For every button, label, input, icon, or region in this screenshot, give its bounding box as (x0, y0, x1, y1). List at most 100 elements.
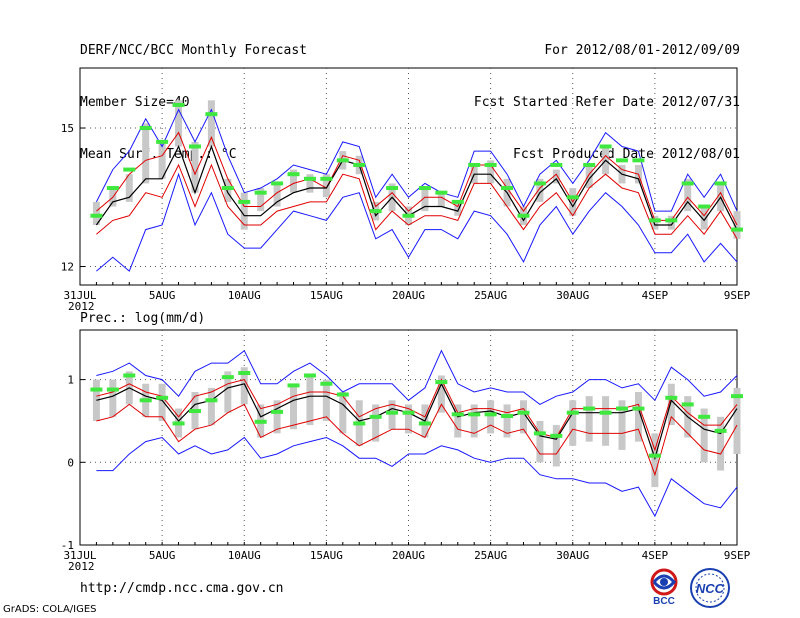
observed-marker (566, 410, 579, 415)
spread-box (585, 164, 593, 189)
spread-box (92, 201, 100, 225)
spread-box (158, 141, 166, 179)
spread-box (125, 174, 133, 202)
spread-box (470, 404, 478, 438)
observed-marker (681, 402, 694, 407)
spread-box (290, 169, 298, 193)
observed-marker (106, 387, 119, 392)
observed-marker (648, 453, 661, 458)
spread-box (388, 400, 396, 430)
observed-marker (599, 410, 612, 415)
footer-url[interactable]: http://cmdp.ncc.cma.gov.cn (80, 581, 284, 596)
observed-marker (418, 186, 431, 191)
observed-marker (451, 412, 464, 417)
observed-marker (139, 126, 152, 131)
header-variable: Mean Surf. Temp.: °C (80, 147, 237, 162)
x-tick-label: 10AUG (228, 549, 261, 562)
observed-marker (271, 181, 284, 186)
observed-marker (254, 419, 267, 424)
x-tick-label: 4SEP (642, 549, 669, 562)
observed-marker (714, 428, 727, 433)
spread-box (306, 375, 314, 426)
observed-marker (665, 395, 678, 400)
observed-marker (353, 162, 366, 167)
y-tick-label: 0 (67, 456, 74, 469)
x-tick-label: 20AUG (392, 289, 425, 302)
observed-marker (172, 421, 185, 426)
series-max-line (95, 108, 738, 212)
spread-box (290, 383, 298, 430)
x-tick-label: 31JUL (63, 289, 96, 302)
observed-marker (254, 190, 267, 195)
observed-marker (156, 139, 169, 144)
observed-marker (90, 213, 103, 218)
observed-marker (369, 414, 382, 419)
spread-box (618, 400, 626, 450)
spread-box (273, 183, 281, 207)
precip-chart-title: Prec.: log(mm/d) (80, 311, 206, 326)
spread-box (207, 100, 215, 147)
series-mean-line (96, 382, 738, 461)
observed-marker (287, 383, 300, 388)
series-max-line (96, 349, 738, 405)
observed-marker (533, 431, 546, 436)
observed-marker (418, 421, 431, 426)
spread-box (569, 400, 577, 446)
spread-box (487, 400, 495, 434)
observed-marker (123, 373, 136, 378)
series-lower-line (96, 403, 738, 477)
series-min-line (96, 172, 738, 272)
spread-box (733, 387, 741, 455)
spread-box (257, 188, 265, 212)
spread-box (667, 383, 675, 426)
observed-marker (287, 172, 300, 177)
observed-marker (583, 162, 596, 167)
spread-box (585, 396, 593, 442)
series-mean-line (95, 144, 738, 230)
spread-box (339, 392, 347, 434)
spread-box (224, 178, 232, 202)
observed-marker (90, 387, 103, 392)
y-tick-label: 1 (67, 374, 74, 387)
ncc-logo: NCC (690, 568, 730, 608)
observed-marker (369, 209, 382, 214)
observed-marker (484, 412, 497, 417)
spread-box (158, 383, 166, 421)
spread-box (503, 404, 511, 438)
observed-marker (303, 176, 316, 181)
x-tick-label: 15AUG (310, 289, 343, 302)
spread-box (142, 123, 150, 184)
observed-marker (550, 433, 563, 438)
observed-marker (681, 181, 694, 186)
y-tick-label: -1 (61, 539, 74, 552)
observed-marker (106, 186, 119, 191)
observed-marker (731, 227, 743, 232)
observed-marker (632, 406, 645, 411)
observed-marker (517, 410, 530, 415)
spread-box (536, 178, 544, 202)
spread-box (684, 178, 692, 212)
header-produced-date: Fcst Produced Date 2012/08/01 (513, 147, 740, 162)
x-tick-label: 15AUG (310, 549, 343, 562)
observed-marker (386, 410, 399, 415)
observed-marker (632, 158, 645, 163)
spread-box (224, 371, 232, 413)
spread-box (651, 215, 659, 230)
observed-marker (714, 181, 727, 186)
observed-marker (320, 381, 333, 386)
observed-marker (123, 167, 136, 172)
observed-marker (336, 158, 349, 163)
observed-marker (616, 406, 629, 411)
header-title: DERF/NCC/BCC Monthly Forecast (80, 43, 307, 58)
observed-marker (336, 392, 349, 397)
observed-marker (566, 195, 579, 200)
spread-box (552, 169, 560, 184)
observed-marker (188, 144, 201, 149)
observed-marker (599, 144, 612, 149)
observed-marker (533, 181, 546, 186)
observed-marker (303, 373, 316, 378)
spread-box (405, 404, 412, 434)
spread-box (700, 206, 708, 230)
x-tick-label: 9SEP (724, 549, 751, 562)
